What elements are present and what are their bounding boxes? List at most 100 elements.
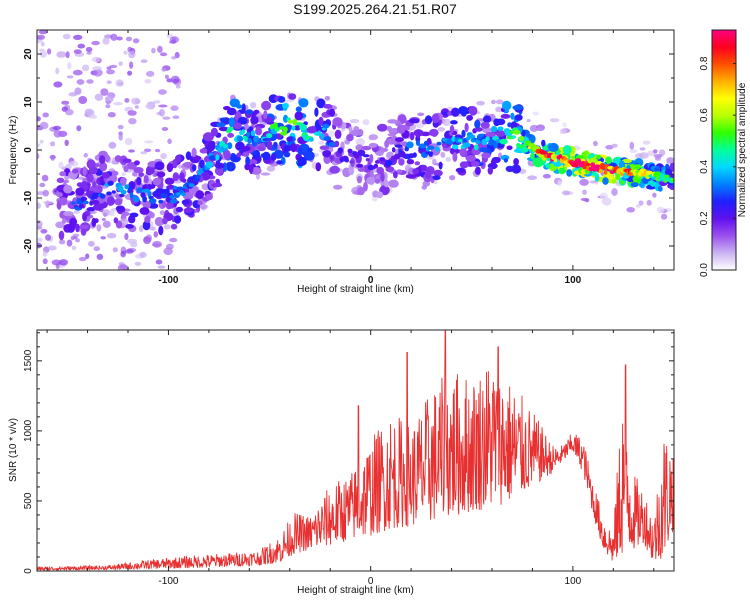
heatmap-cell (107, 180, 114, 186)
heatmap-cell (75, 187, 85, 196)
heatmap-cell (332, 117, 343, 127)
spectrogram-xtick-label: -100 (158, 275, 178, 286)
heatmap-cell (166, 78, 173, 83)
heatmap-cell (140, 151, 148, 155)
heatmap-cell (134, 261, 142, 266)
spectrogram-ytick-label: 10 (23, 96, 34, 108)
heatmap-cell (160, 153, 167, 160)
heatmap-cell (152, 173, 158, 177)
colorbar: 0.0 0.2 0.4 0.6 0.8 Normalized spectral ampl… (699, 29, 748, 277)
heatmap-cell (143, 175, 149, 184)
heatmap-cell (605, 145, 614, 150)
heatmap-cell (162, 217, 168, 225)
heatmap-cell (134, 105, 139, 109)
heatmap-cell (124, 249, 134, 254)
heatmap-cell (425, 151, 434, 155)
heatmap-cell (125, 224, 134, 229)
heatmap-cell (131, 97, 141, 105)
heatmap-cell (58, 230, 65, 241)
heatmap-cell (129, 212, 139, 218)
heatmap-cell (106, 69, 115, 75)
heatmap-cell (579, 178, 589, 186)
heatmap-cell (368, 134, 378, 141)
heatmap-cell (170, 198, 178, 204)
heatmap-cell (594, 164, 601, 168)
heatmap-cell (143, 236, 148, 243)
heatmap-cell (344, 158, 350, 163)
heatmap-cell (140, 59, 148, 63)
heatmap-cell (113, 217, 119, 224)
heatmap-cell (157, 265, 166, 269)
heatmap-cell (124, 232, 129, 241)
heatmap-cell (405, 174, 417, 179)
heatmap-cell (356, 175, 363, 184)
heatmap-cell (88, 240, 95, 247)
spectrogram-ytick-label: -20 (23, 238, 34, 253)
heatmap-cell (211, 182, 223, 188)
heatmap-cell (133, 167, 144, 174)
heatmap-cell (481, 152, 491, 159)
heatmap-cell (197, 200, 203, 206)
heatmap-cell (415, 140, 421, 146)
heatmap-cell (128, 50, 136, 59)
heatmap-cell (412, 168, 420, 175)
heatmap-cell (169, 237, 178, 243)
heatmap-cell (133, 160, 140, 166)
heatmap-cell (100, 236, 106, 240)
heatmap-cell (465, 154, 476, 162)
heatmap-cell (81, 64, 90, 72)
heatmap-cell (365, 158, 370, 162)
heatmap-cell (485, 136, 490, 142)
heatmap-cell (308, 137, 314, 142)
heatmap-cell (51, 259, 62, 266)
heatmap-cell (513, 158, 519, 166)
heatmap-cell (130, 241, 138, 248)
heatmap-cell (53, 130, 62, 138)
heatmap-cell (86, 159, 96, 170)
heatmap-cell (192, 164, 197, 172)
heatmap-cell (368, 142, 378, 148)
heatmap-cell (169, 40, 177, 44)
heatmap-cell (406, 159, 415, 165)
snr-ytick-label: 0 (23, 568, 34, 574)
heatmap-cell (236, 152, 242, 158)
heatmap-cell (227, 132, 235, 138)
snr-ytick-label: 1500 (23, 349, 34, 372)
heatmap-cell (91, 40, 100, 46)
heatmap-cell (55, 67, 60, 75)
heatmap-cell (602, 177, 609, 185)
heatmap-cell (384, 140, 389, 148)
heatmap-cell (180, 192, 186, 197)
heatmap-cell (462, 142, 471, 148)
heatmap-cell (91, 217, 97, 227)
heatmap-cell (117, 124, 124, 130)
heatmap-cell (112, 247, 118, 253)
heatmap-cell (157, 45, 163, 53)
heatmap-cell (495, 106, 503, 113)
heatmap-cell (159, 108, 165, 117)
heatmap-cell (559, 128, 567, 135)
heatmap-cell (56, 192, 63, 198)
heatmap-cell (120, 189, 127, 195)
snr-ylabel: SNR (10 * v/v) (8, 418, 19, 482)
heatmap-cell (74, 87, 82, 95)
heatmap-cell (318, 141, 325, 145)
heatmap-cell (591, 172, 599, 177)
heatmap-cell (431, 113, 440, 124)
heatmap-cell (261, 100, 272, 111)
heatmap-cell (66, 239, 73, 247)
heatmap-cell (41, 174, 49, 182)
heatmap-cell (646, 199, 652, 206)
heatmap-cell (495, 130, 506, 137)
heatmap-cell (68, 160, 79, 167)
heatmap-cell (61, 100, 70, 105)
heatmap-cell (163, 224, 171, 230)
heatmap-cell (322, 150, 332, 158)
heatmap-cell (66, 223, 75, 233)
heatmap-cell (473, 144, 479, 151)
snr-frame (36, 329, 675, 572)
heatmap-cell (188, 183, 195, 188)
heatmap-cell (159, 210, 165, 216)
heatmap-cell (143, 148, 152, 153)
heatmap-cell (105, 96, 114, 103)
